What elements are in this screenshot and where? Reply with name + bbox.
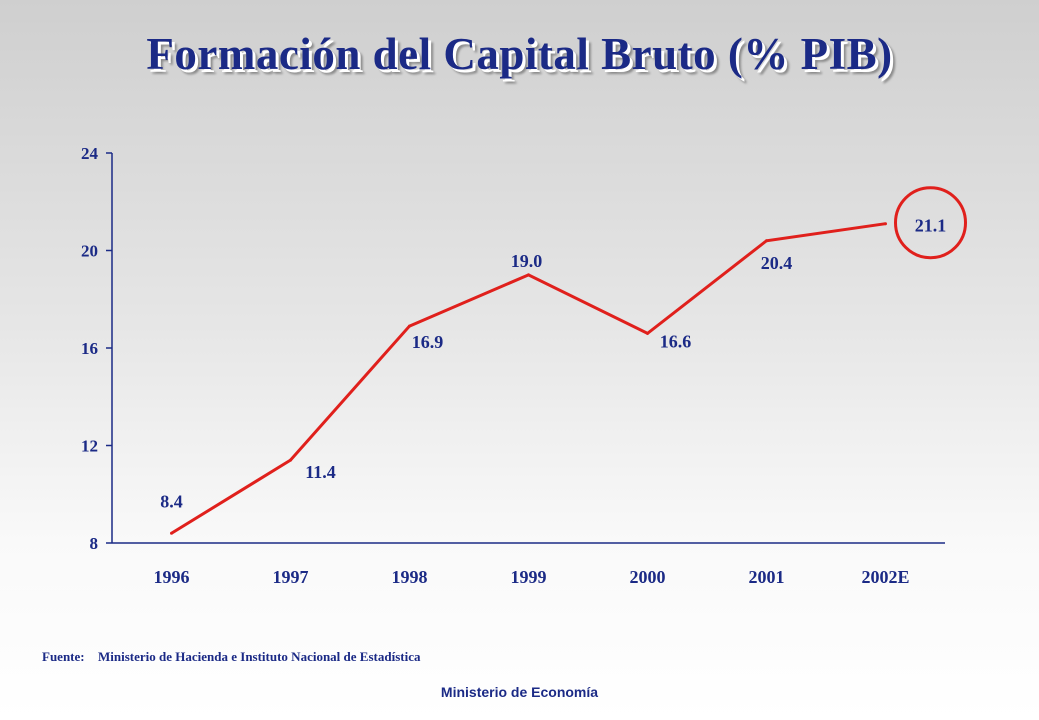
footer-ministry: Ministerio de Economía (440, 684, 599, 700)
x-tick-label: 1998 (392, 567, 428, 587)
chart-title: Formación del Capital Bruto (% PIB) (146, 29, 893, 79)
y-tick-label: 12 (81, 437, 98, 456)
data-label: 16.6 (660, 331, 692, 351)
data-label: 16.9 (412, 332, 444, 352)
data-label: 21.1 (915, 216, 947, 236)
source-note: Fuente: Ministerio de Hacienda e Institut… (42, 648, 462, 665)
source-text: Ministerio de Hacienda e Instituto Nacio… (98, 649, 421, 664)
data-point (527, 273, 530, 277)
y-tick-label: 8 (90, 534, 99, 553)
y-tick-label: 24 (81, 144, 99, 163)
source-label: Fuente: (42, 649, 85, 664)
data-point (765, 239, 768, 243)
data-label: 20.4 (761, 253, 793, 273)
x-tick-label: 2000 (630, 567, 666, 587)
data-label: 19.0 (511, 251, 543, 271)
data-point (884, 222, 887, 226)
data-label: 11.4 (305, 462, 336, 482)
data-point (408, 324, 411, 328)
x-tick-label: 1999 (511, 567, 547, 587)
x-tick-label: 1996 (154, 567, 190, 587)
x-tick-label: 2001 (749, 567, 785, 587)
data-point (289, 458, 292, 462)
y-tick-label: 16 (81, 339, 98, 358)
data-label: 8.4 (160, 491, 183, 511)
x-tick-label: 1997 (273, 567, 309, 587)
y-tick-label: 20 (81, 242, 98, 261)
line-chart: 8 12 16 20 24 1996 1997 1998 1999 2000 2001 2002E 8.… (81, 144, 967, 587)
highlight-circle (894, 186, 967, 260)
data-point (170, 531, 173, 535)
data-point (646, 331, 649, 335)
x-tick-label: 2002E (861, 567, 909, 587)
